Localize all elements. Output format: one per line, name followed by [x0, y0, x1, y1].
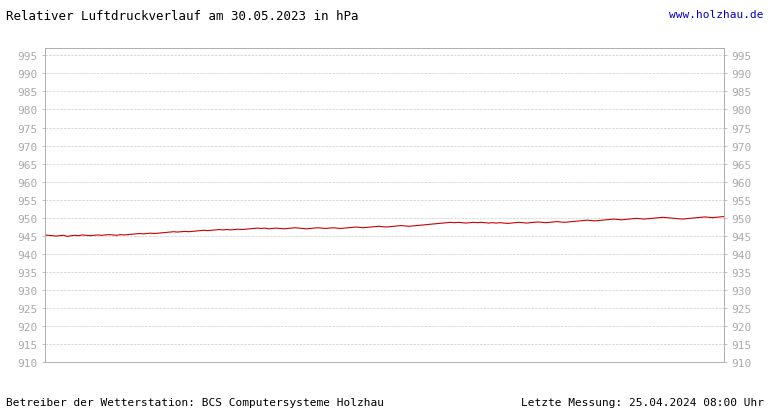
Text: www.holzhau.de: www.holzhau.de: [669, 10, 764, 20]
Text: Betreiber der Wetterstation: BCS Computersysteme Holzhau: Betreiber der Wetterstation: BCS Compute…: [6, 397, 384, 407]
Text: Relativer Luftdruckverlauf am 30.05.2023 in hPa: Relativer Luftdruckverlauf am 30.05.2023…: [6, 10, 359, 23]
Text: Letzte Messung: 25.04.2024 08:00 Uhr: Letzte Messung: 25.04.2024 08:00 Uhr: [521, 397, 764, 407]
